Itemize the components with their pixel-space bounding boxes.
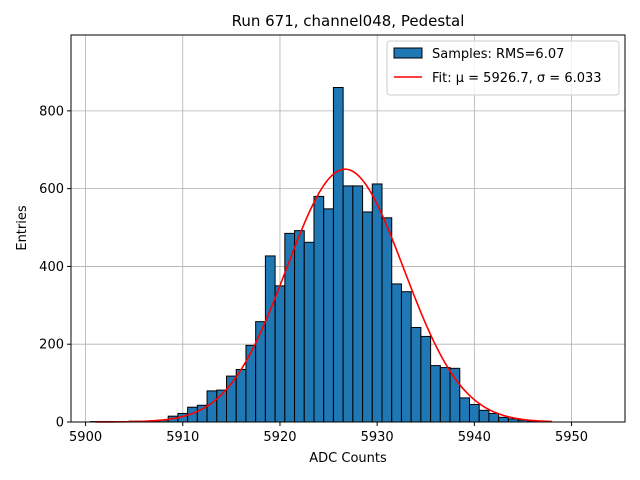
y-axis-label: Entries bbox=[15, 205, 30, 251]
histogram-bar bbox=[478, 409, 490, 423]
x-tick-label: 5910 bbox=[166, 430, 199, 445]
histogram-bar bbox=[342, 185, 354, 423]
x-tick-label: 5930 bbox=[361, 430, 394, 445]
histogram-bar bbox=[410, 326, 422, 423]
histogram-bar bbox=[400, 291, 412, 423]
fit-curve bbox=[95, 168, 553, 423]
x-tick-label: 5920 bbox=[263, 430, 296, 445]
histogram-bar bbox=[294, 230, 305, 423]
legend-label-samples: Samples: RMS=6.07 bbox=[432, 47, 564, 62]
y-tick-label: 200 bbox=[39, 338, 64, 353]
histogram-bar bbox=[459, 397, 470, 423]
histogram-bar bbox=[420, 335, 432, 423]
histogram-bar bbox=[371, 183, 383, 423]
histogram-bar bbox=[206, 390, 218, 423]
histogram-bars bbox=[89, 87, 548, 423]
legend: Samples: RMS=6.07 Fit: μ = 5926.7, σ = 6… bbox=[386, 40, 620, 96]
legend-label-fit: Fit: μ = 5926.7, σ = 6.033 bbox=[432, 71, 602, 86]
histogram-bar bbox=[332, 87, 344, 423]
y-tick-label: 800 bbox=[39, 104, 64, 119]
x-axis-label: ADC Counts bbox=[309, 451, 387, 466]
legend-bar-swatch bbox=[393, 47, 423, 59]
histogram-bar bbox=[430, 365, 441, 423]
histogram-bar bbox=[313, 195, 325, 423]
histogram-bar bbox=[352, 185, 364, 423]
histogram-bar bbox=[391, 283, 402, 423]
histogram-bar bbox=[468, 403, 480, 423]
y-tick-label: 400 bbox=[39, 260, 64, 275]
y-tick-label: 0 bbox=[56, 416, 64, 431]
x-tick-label: 5950 bbox=[555, 430, 588, 445]
histogram-bar bbox=[264, 255, 276, 423]
y-axis-ticks: 0 200 400 600 800 bbox=[39, 104, 71, 431]
x-tick-label: 5900 bbox=[69, 430, 102, 445]
x-axis-ticks: 5900 5910 5920 5930 5940 5950 bbox=[69, 422, 588, 445]
histogram-bar bbox=[255, 321, 266, 423]
histogram-bar bbox=[362, 211, 373, 423]
histogram-bar bbox=[439, 367, 451, 423]
x-tick-label: 5940 bbox=[458, 430, 491, 445]
chart-title: Run 671, channel048, Pedestal bbox=[232, 12, 465, 30]
histogram-bar bbox=[303, 241, 315, 423]
histogram-bar bbox=[323, 208, 334, 423]
histogram-bar bbox=[245, 344, 257, 423]
y-tick-label: 600 bbox=[39, 182, 64, 197]
plot-frame bbox=[70, 34, 626, 423]
histogram-bar bbox=[449, 367, 461, 423]
histogram-bar bbox=[498, 416, 509, 423]
histogram-bar bbox=[488, 412, 500, 423]
histogram-bar bbox=[235, 368, 247, 423]
histogram-bar bbox=[381, 217, 393, 423]
histogram-bar bbox=[274, 285, 286, 423]
legend-box bbox=[386, 40, 620, 96]
